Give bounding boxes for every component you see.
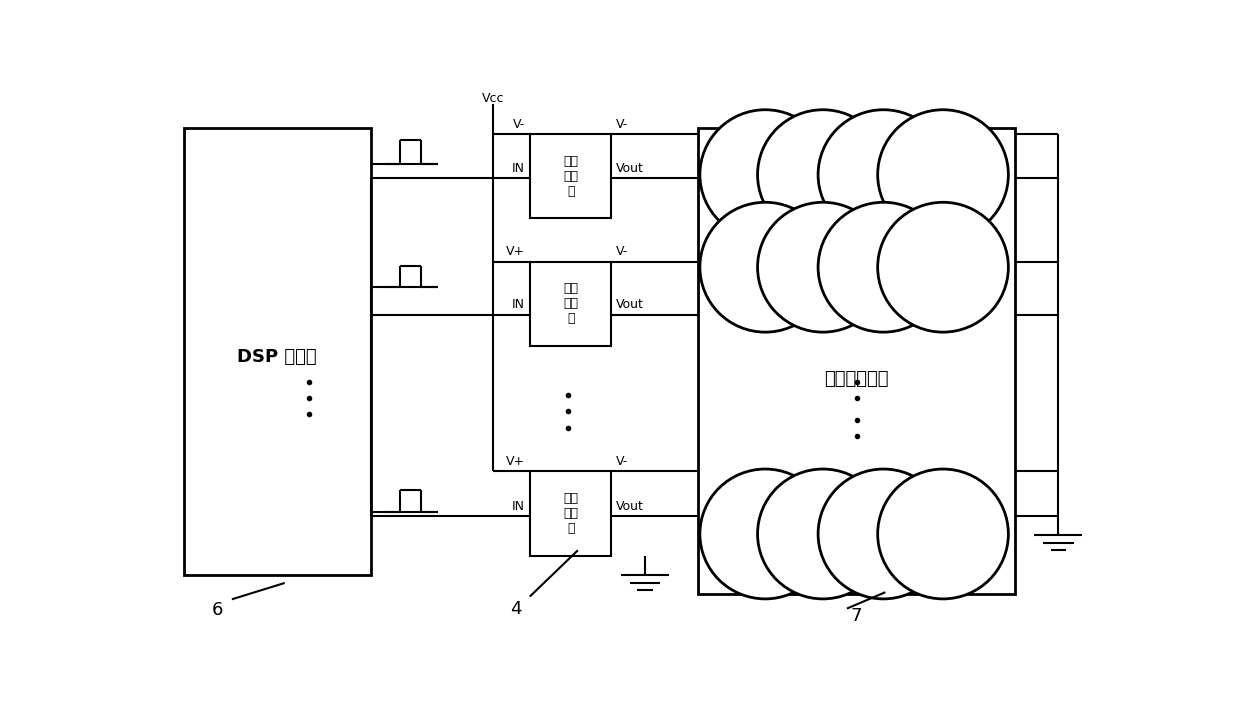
Bar xyxy=(184,129,371,575)
Circle shape xyxy=(818,202,949,332)
Bar xyxy=(529,134,611,218)
Text: 6: 6 xyxy=(212,601,223,619)
Text: 7: 7 xyxy=(851,607,862,624)
Text: V-: V- xyxy=(512,117,525,131)
Text: V+: V+ xyxy=(506,455,525,468)
Circle shape xyxy=(699,469,831,599)
Text: V-: V- xyxy=(616,117,629,131)
Text: V-: V- xyxy=(616,455,629,468)
Text: 数字
电位
器: 数字 电位 器 xyxy=(563,155,578,197)
Text: V-: V- xyxy=(616,245,629,259)
Text: Vout: Vout xyxy=(616,298,644,311)
Text: IN: IN xyxy=(512,298,525,311)
Text: Vout: Vout xyxy=(616,500,644,513)
Bar xyxy=(698,129,1016,594)
Circle shape xyxy=(878,202,1008,332)
Circle shape xyxy=(878,110,1008,240)
Bar xyxy=(529,472,611,556)
Circle shape xyxy=(818,110,949,240)
Text: IN: IN xyxy=(512,500,525,513)
Circle shape xyxy=(878,469,1008,599)
Text: 数字
电位
器: 数字 电位 器 xyxy=(563,492,578,535)
Bar xyxy=(529,262,611,346)
Circle shape xyxy=(699,110,831,240)
Text: Vout: Vout xyxy=(616,162,644,175)
Text: Vcc: Vcc xyxy=(482,92,505,105)
Circle shape xyxy=(758,469,888,599)
Circle shape xyxy=(758,110,888,240)
Text: 红外光源阵列: 红外光源阵列 xyxy=(825,370,889,388)
Text: IN: IN xyxy=(512,162,525,175)
Text: 4: 4 xyxy=(510,600,521,617)
Text: V+: V+ xyxy=(506,245,525,259)
Circle shape xyxy=(818,469,949,599)
Text: 数字
电位
器: 数字 电位 器 xyxy=(563,283,578,325)
Text: DSP 控制器: DSP 控制器 xyxy=(237,348,317,366)
Circle shape xyxy=(758,202,888,332)
Circle shape xyxy=(699,202,831,332)
